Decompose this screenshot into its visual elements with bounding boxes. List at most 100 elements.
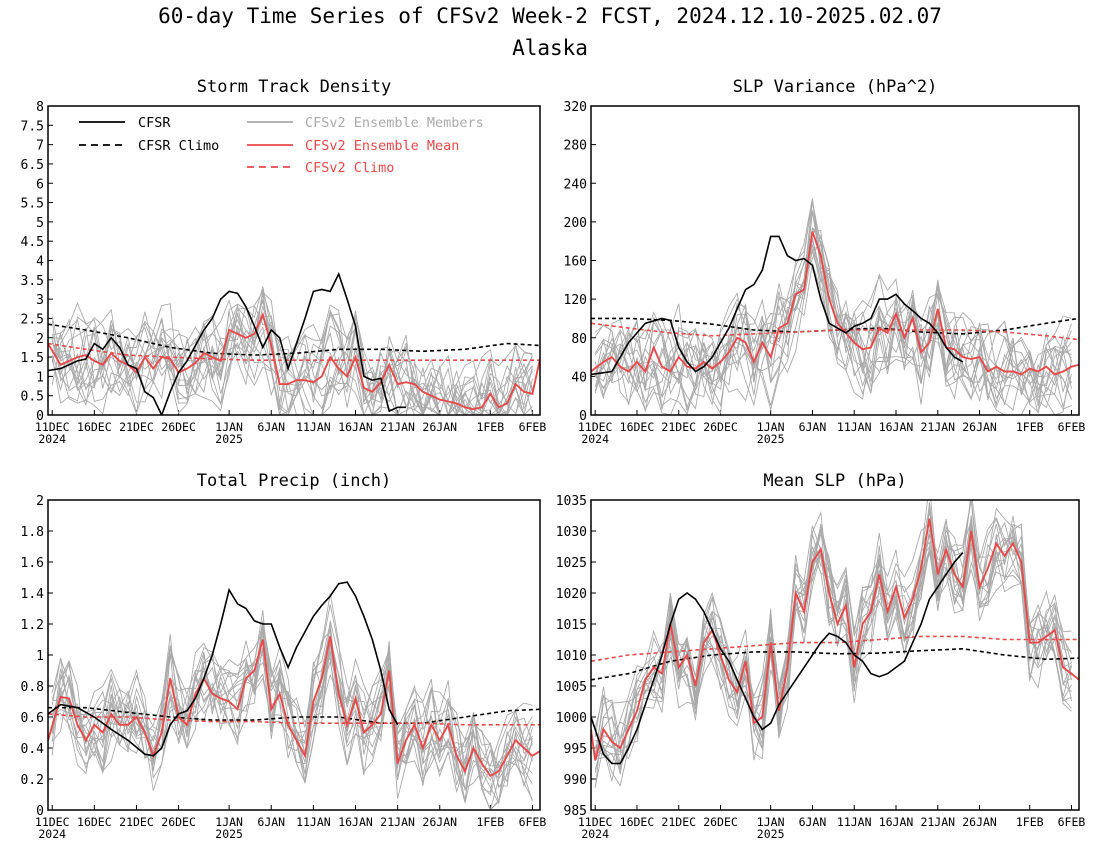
- y-tick-label: 5: [36, 216, 44, 231]
- x-tick-label: 1JAN: [757, 815, 785, 829]
- legend-members-label: CFSv2 Ensemble Members: [305, 115, 484, 131]
- figure-subtitle: Alaska: [512, 36, 588, 60]
- y-tick-label: 4.5: [21, 235, 44, 250]
- x-tick-label: 21DEC: [661, 815, 696, 829]
- x-year-label: 2025: [215, 432, 243, 446]
- plot-area: [591, 500, 1079, 788]
- ensemble-member-line: [594, 211, 1072, 406]
- y-tick-label: 320: [564, 100, 587, 115]
- x-tick-label: 1JAN: [215, 420, 243, 434]
- x-year-label: 2024: [38, 432, 66, 446]
- y-tick-label: 0.5: [21, 390, 44, 405]
- y-tick-label: 0: [36, 804, 44, 819]
- x-tick-label: 11JAN: [837, 420, 872, 434]
- y-tick-label: 0: [579, 409, 587, 424]
- ensemble-member-line: [594, 500, 1072, 787]
- cfsr-line: [591, 552, 964, 765]
- ensemble-mean-line: [48, 311, 540, 411]
- x-tick-label: 1FEB: [1016, 420, 1044, 434]
- y-tick-label: 7.5: [21, 119, 44, 134]
- panel-title: Storm Track Density: [197, 77, 391, 97]
- panel-1: Storm Track Density 0 0.5 1 1.5 2 2.5 3 3.5 4 4.5 5…: [21, 77, 547, 446]
- plot-frame: [590, 105, 1080, 416]
- x-tick-label: 26DEC: [161, 815, 196, 829]
- y-tick-label: 1035: [556, 494, 587, 509]
- y-tick-label: 0.2: [21, 773, 44, 788]
- x-tick-label: 26JAN: [962, 815, 997, 829]
- y-tick-label: 80: [571, 332, 587, 347]
- x-tick-label: 11DEC: [578, 815, 613, 829]
- y-tick-label: 8: [36, 100, 44, 115]
- x-tick-label: 6JAN: [257, 815, 285, 829]
- x-tick-label: 16DEC: [77, 420, 112, 434]
- panel-title: Mean SLP (hPa): [763, 471, 906, 491]
- x-tick-label: 26DEC: [161, 420, 196, 434]
- y-tick-label: 6.5: [21, 158, 44, 173]
- ensemble-member-line: [51, 314, 533, 415]
- y-tick-label: 1.5: [21, 351, 44, 366]
- ensemble-member-line: [51, 620, 533, 779]
- y-tick-label: 4: [36, 255, 44, 270]
- ensemble-member-line: [594, 227, 1072, 409]
- figure-title: 60-day Time Series of CFSv2 Week-2 FCST,…: [158, 4, 942, 28]
- x-tick-label: 11DEC: [578, 420, 613, 434]
- x-tick-label: 26DEC: [703, 420, 738, 434]
- ensemble-member-line: [52, 290, 533, 415]
- cfsr-climo-line: [48, 706, 540, 725]
- y-tick-label: 1.2: [21, 618, 44, 633]
- y-tick-label: 1005: [556, 680, 587, 695]
- x-year-label: 2025: [215, 827, 243, 841]
- ensemble-member-line: [51, 593, 533, 800]
- y-tick-label: 0.6: [21, 711, 44, 726]
- x-tick-label: 11JAN: [296, 815, 331, 829]
- legend-cfsv2-climo-label: CFSv2 Climo: [305, 160, 394, 176]
- x-tick-label: 6JAN: [799, 815, 827, 829]
- y-tick-label: 40: [571, 370, 587, 385]
- x-tick-label: 21DEC: [119, 815, 154, 829]
- ensemble-mean-line: [48, 636, 540, 778]
- panel-4: Mean SLP (hPa) 985 990 995 1000 1005 1010 1015 1…: [556, 471, 1086, 841]
- plot-area: [591, 198, 1079, 415]
- ensemble-member-line: [594, 518, 1072, 765]
- x-tick-label: 6JAN: [257, 420, 285, 434]
- x-tick-label: 16DEC: [620, 420, 655, 434]
- ensemble-member-line: [594, 515, 1072, 760]
- x-tick-label: 1FEB: [476, 420, 504, 434]
- x-tick-label: 1FEB: [476, 815, 504, 829]
- y-tick-label: 280: [564, 139, 587, 154]
- x-tick-label: 21DEC: [661, 420, 696, 434]
- x-tick-label: 26JAN: [962, 420, 997, 434]
- ensemble-member-line: [51, 312, 533, 415]
- legend-cfsr-climo-label: CFSR Climo: [138, 138, 219, 154]
- x-year-label: 2024: [38, 827, 66, 841]
- y-tick-label: 985: [564, 804, 587, 819]
- x-tick-label: 21JAN: [380, 420, 415, 434]
- y-tick-label: 2: [36, 332, 44, 347]
- x-tick-label: 11JAN: [296, 420, 331, 434]
- legend-cfsr-label: CFSR: [138, 115, 171, 131]
- y-tick-label: 2.5: [21, 312, 44, 327]
- y-tick-label: 160: [564, 255, 587, 270]
- y-tick-label: 1015: [556, 618, 587, 633]
- cfsv2-climo-line: [591, 322, 1079, 341]
- x-year-label: 2024: [581, 432, 609, 446]
- y-tick-label: 5.5: [21, 197, 44, 212]
- x-tick-label: 26JAN: [422, 815, 457, 829]
- y-tick-label: 7: [36, 139, 44, 154]
- y-tick-label: 1: [36, 370, 44, 385]
- x-year-label: 2024: [581, 827, 609, 841]
- x-tick-label: 6JAN: [799, 420, 827, 434]
- x-tick-label: 6FEB: [1058, 815, 1086, 829]
- y-tick-label: 1020: [556, 587, 587, 602]
- panel-3: Total Precip (inch) 0 0.2 0.4 0.6 0.8 1 1.2 1.4 1…: [21, 471, 547, 841]
- ensemble-member-line: [51, 305, 533, 415]
- y-tick-label: 1010: [556, 649, 587, 664]
- y-tick-label: 120: [564, 293, 587, 308]
- x-tick-label: 11JAN: [837, 815, 872, 829]
- y-tick-label: 990: [564, 773, 587, 788]
- cfsr-line: [48, 271, 406, 415]
- y-tick-label: 3: [36, 293, 44, 308]
- y-tick-label: 200: [564, 216, 587, 231]
- cfsr-line: [591, 235, 964, 376]
